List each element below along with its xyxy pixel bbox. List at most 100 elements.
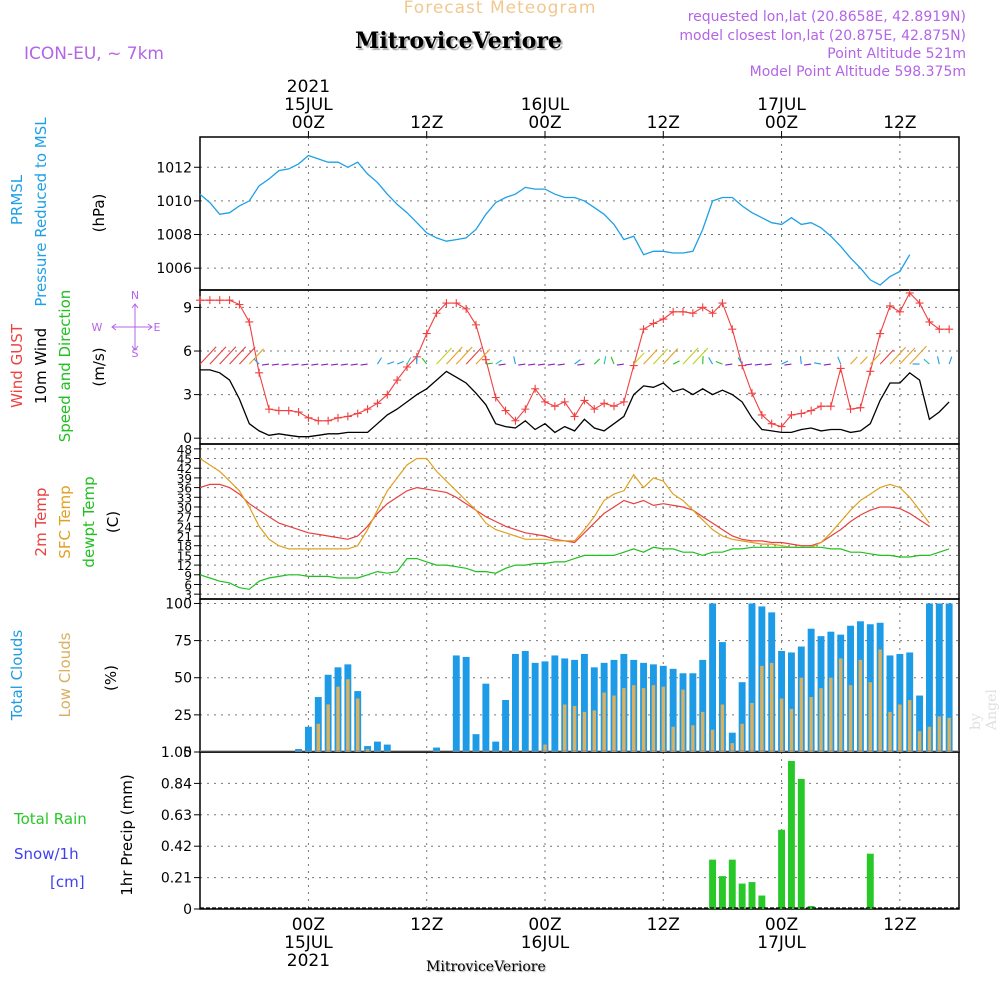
low-clouds-bar [671, 726, 675, 752]
gust-marker [560, 397, 569, 406]
compass-north-label: N [131, 289, 139, 302]
y-tick-label: 100 [165, 596, 192, 612]
top-time-label: 00Z [528, 113, 561, 133]
gust-marker [403, 363, 411, 371]
gust-marker [777, 422, 786, 431]
gust-marker [324, 416, 333, 425]
total-clouds-bar [738, 682, 746, 752]
wind-direction-arrow [518, 363, 526, 366]
total-clouds-bar [718, 642, 726, 752]
y-tick-label: 0.84 [161, 776, 192, 792]
rain-bar [787, 760, 795, 909]
pressure-label-msl: Pressure Reduced to MSL [32, 117, 50, 307]
top-time-label: 17JUL [757, 95, 806, 115]
wind-direction-arrow [593, 358, 601, 365]
rain-bar [778, 829, 786, 909]
gust-marker [521, 405, 530, 414]
low-clouds-bar [651, 685, 656, 752]
y-tick-label: 24 [177, 520, 192, 534]
wind-direction-arrow [350, 363, 358, 366]
wind-direction-arrow [574, 359, 581, 365]
y-tick-label: 0.42 [161, 839, 192, 855]
gust-marker [284, 406, 293, 415]
total-clouds-bar [689, 673, 697, 752]
gust-marker [353, 409, 362, 418]
wind-direction-arrow [909, 345, 927, 365]
rain-bar [728, 859, 736, 909]
wind-direction-arrow [633, 352, 645, 365]
gust-marker [580, 396, 589, 405]
wind-direction-arrow [672, 360, 680, 365]
temp-sfc-label: SFC Temp [56, 485, 74, 558]
total-clouds-bar [304, 726, 312, 752]
gust-marker [925, 317, 934, 326]
pressure-series-line [199, 154, 911, 286]
bottom-time-label: 12Z [883, 915, 916, 935]
snow-unit-label: [cm] [50, 873, 85, 891]
low-clouds-bar [858, 659, 863, 752]
y-tick-label: 33 [177, 491, 192, 505]
footer-location: MitroviceVeriore [426, 959, 546, 975]
wind-direction-arrow [455, 346, 473, 365]
gust-marker [688, 309, 697, 318]
wind-direction-arrow [557, 363, 565, 366]
low-clouds-bar [602, 692, 606, 752]
gust-marker [659, 315, 668, 324]
total-clouds-bar [935, 603, 943, 752]
low-clouds-bar [661, 686, 666, 752]
total-clouds-bar [580, 653, 588, 752]
wind-direction-arrow [376, 357, 383, 365]
total-clouds-bar [925, 603, 933, 752]
rain-bar [866, 853, 874, 909]
gust-marker [886, 301, 894, 310]
gust-marker [531, 384, 540, 393]
y-tick-label: 3 [183, 388, 192, 404]
rain-bar [738, 883, 746, 909]
wind-direction-arrow [737, 357, 743, 365]
wind-gust-label: Wind GUST [8, 323, 26, 408]
wind-direction-arrow [813, 362, 822, 365]
gust-marker [274, 406, 283, 415]
gust-marker [856, 403, 865, 412]
wind-direction-arrow [321, 363, 329, 366]
total-clouds-bar [945, 603, 953, 752]
gust-marker [235, 300, 244, 309]
low-clouds-bar [316, 723, 321, 752]
dewpoint-series-line [199, 546, 950, 590]
wind-direction-arrow [936, 356, 940, 365]
gust-marker [432, 309, 441, 318]
rain-bar [718, 876, 726, 909]
gust-marker [255, 368, 264, 377]
total-clouds-bar [541, 661, 549, 752]
wind-direction-arrow [360, 363, 368, 366]
total-clouds-bar [669, 668, 677, 752]
bottom-time-label: 00Z [765, 915, 798, 935]
total-clouds-bar [728, 732, 736, 752]
y-tick-label: 1006 [156, 261, 192, 277]
wind-direction-label: Speed and Direction [56, 290, 74, 443]
wind-direction-arrow [899, 347, 916, 365]
y-tick-label: 0 [183, 431, 192, 447]
total-clouds-bar [551, 655, 559, 752]
wind-direction-arrow [603, 356, 607, 365]
top-time-label: 15JUL [284, 95, 333, 115]
gust-marker [215, 296, 224, 305]
wind-unit: (m/s) [90, 347, 108, 386]
low-clouds-bar [819, 688, 823, 752]
gust-marker [541, 397, 549, 406]
y-tick-label: 75 [174, 634, 192, 650]
y-tick-label: 48 [177, 443, 192, 457]
low-clouds-bar [700, 711, 705, 752]
gust-marker [817, 402, 825, 411]
low-clouds-bar [769, 662, 774, 752]
wind-direction-arrow [804, 363, 812, 366]
top-time-label: 12Z [883, 113, 916, 133]
dewpoint-label: dewpt Temp [80, 476, 98, 567]
rain-bar [807, 906, 815, 909]
gust-marker [334, 413, 342, 422]
total-clouds-bar [886, 655, 894, 752]
total-clouds-bar [571, 659, 579, 752]
wind-direction-arrow [219, 346, 237, 365]
wind-direction-arrow [209, 346, 227, 365]
y-tick-label: 0 [183, 902, 192, 918]
